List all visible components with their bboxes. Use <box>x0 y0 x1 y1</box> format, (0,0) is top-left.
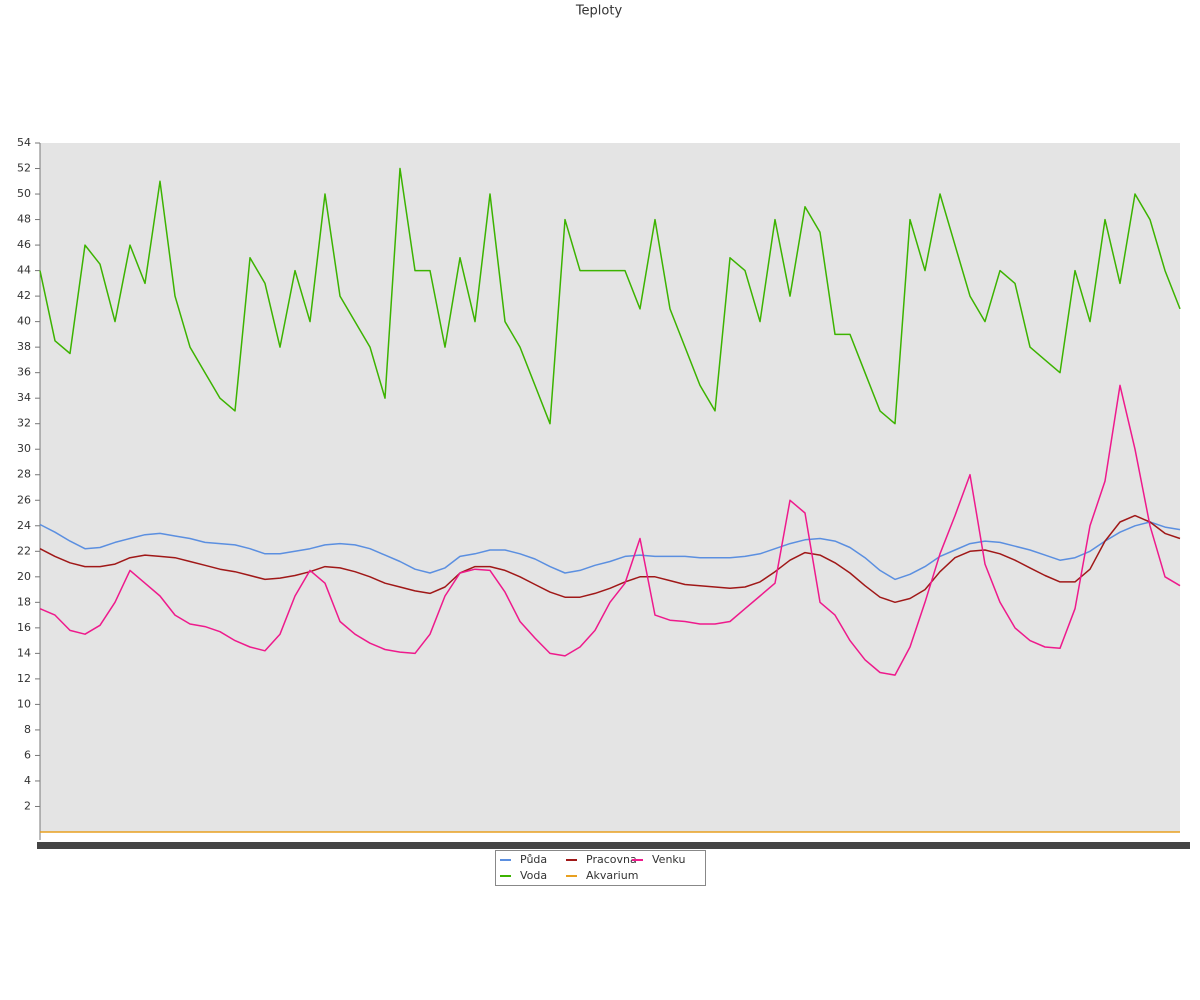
y-tick-label: 2 <box>24 799 31 812</box>
series-line <box>39 384 1181 676</box>
y-tick-label: 36 <box>17 366 31 379</box>
legend-label: Půda <box>520 853 547 866</box>
legend-label: Akvarium <box>586 869 638 882</box>
y-tick-label: 10 <box>17 697 31 710</box>
y-tick-label: 48 <box>17 213 31 226</box>
y-tick-label: 50 <box>17 187 31 200</box>
y-tick-label: 12 <box>17 672 31 685</box>
y-tick-label: 22 <box>17 544 31 557</box>
x-axis-labels-band <box>37 842 1190 849</box>
y-tick-label: 8 <box>24 723 31 736</box>
y-tick-label: 6 <box>24 748 31 761</box>
y-tick-label: 42 <box>17 289 31 302</box>
y-tick-label: 4 <box>24 774 31 787</box>
chart-title: Teploty <box>575 4 623 19</box>
y-tick-label: 30 <box>17 442 31 455</box>
y-tick-label: 54 <box>17 136 31 149</box>
y-tick-label: 28 <box>17 468 31 481</box>
y-tick-label: 18 <box>17 595 31 608</box>
y-tick-label: 34 <box>17 391 31 404</box>
y-tick-label: 44 <box>17 264 31 277</box>
series-line <box>39 514 1181 604</box>
series-line <box>39 521 1181 581</box>
y-tick-label: 14 <box>17 646 31 659</box>
y-tick-label: 26 <box>17 493 31 506</box>
legend-label: Venku <box>652 853 685 866</box>
y-tick-label: 46 <box>17 238 31 251</box>
y-tick-label: 20 <box>17 570 31 583</box>
y-tick-label: 16 <box>17 621 31 634</box>
y-tick-label: 24 <box>17 519 31 532</box>
legend <box>495 850 706 886</box>
legend-label: Voda <box>520 869 547 882</box>
legend-label: Pracovna <box>586 853 637 866</box>
y-tick-label: 52 <box>17 162 31 175</box>
y-tick-label: 40 <box>17 315 31 328</box>
plot-area <box>40 143 1180 832</box>
y-tick-label: 32 <box>17 417 31 430</box>
series-line <box>39 167 1181 425</box>
y-tick-label: 38 <box>17 340 31 353</box>
